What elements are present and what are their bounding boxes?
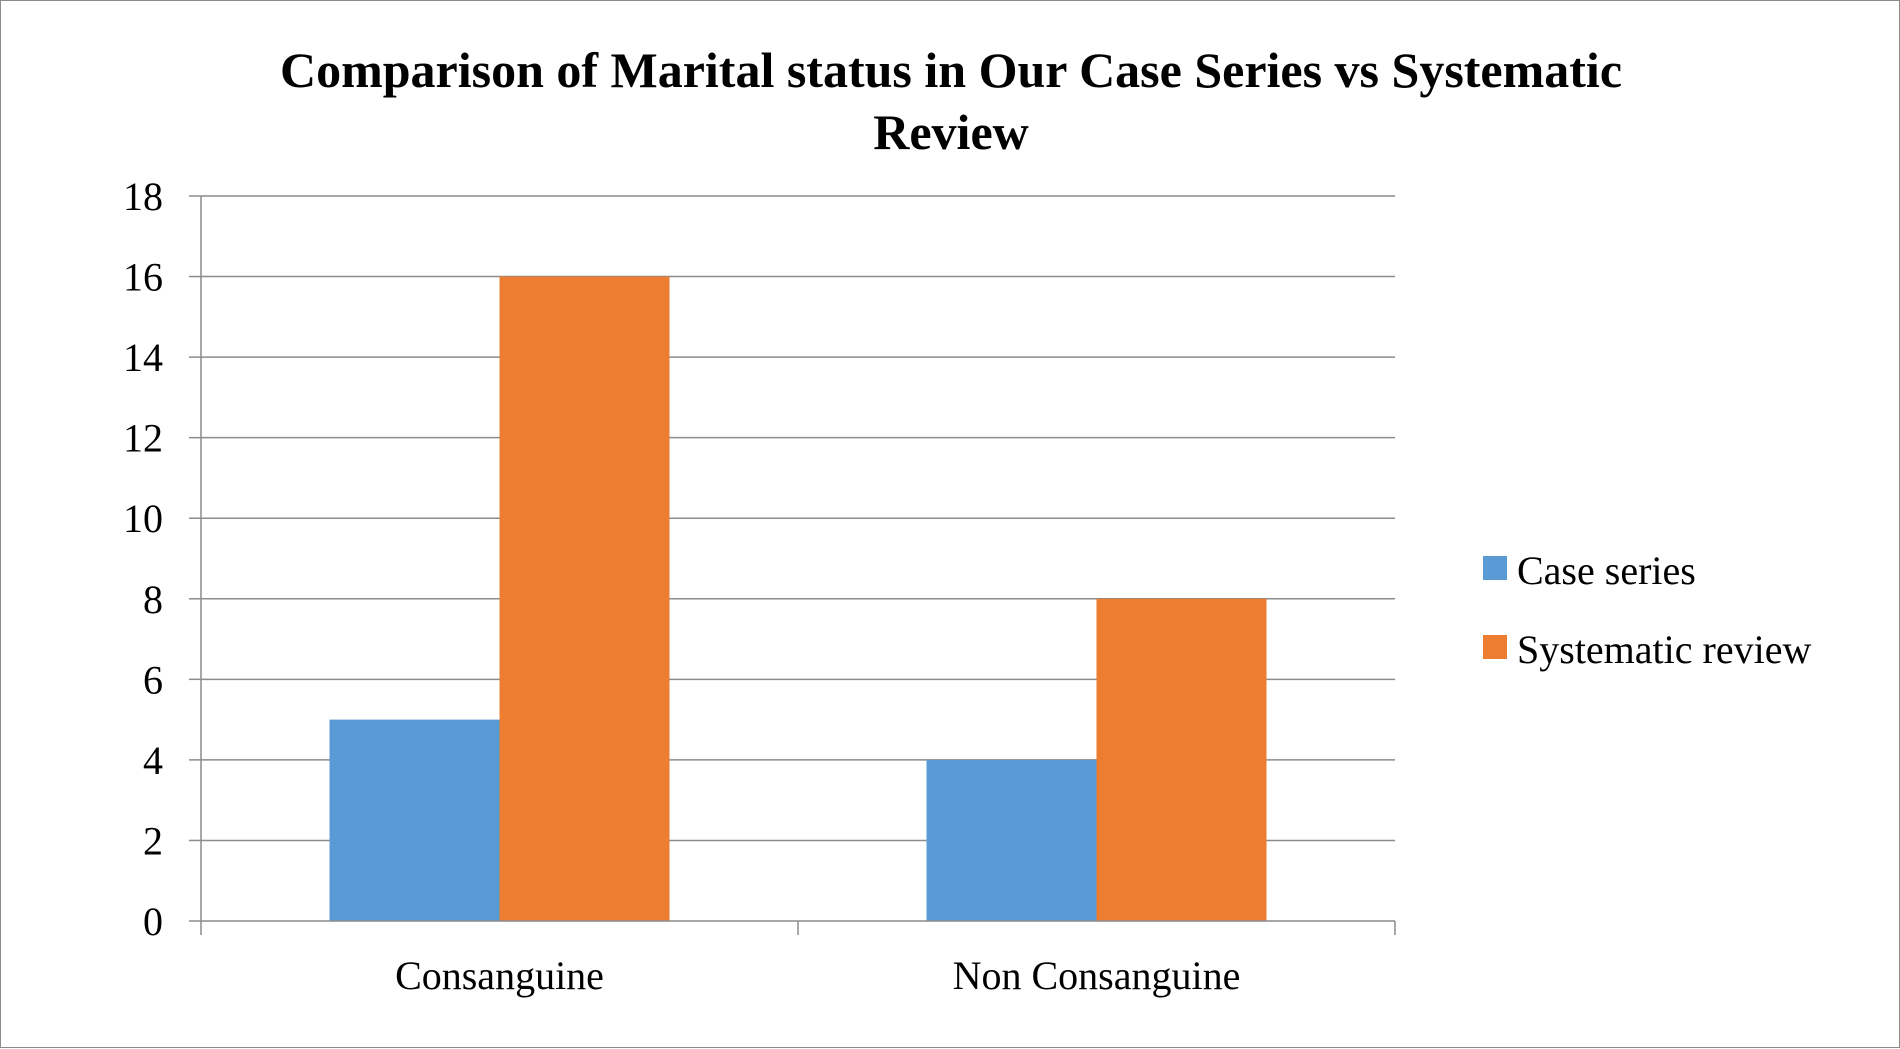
y-tick-label: 12	[123, 416, 163, 461]
y-tick-label: 2	[143, 818, 163, 863]
legend-swatch	[1483, 635, 1507, 659]
y-tick-labels: 0 2 4 6 8 10 12 14 16 18	[123, 174, 163, 944]
y-tick-label: 10	[123, 496, 163, 541]
y-tick-label: 4	[143, 738, 163, 783]
y-tick-label: 18	[123, 174, 163, 219]
chart-title-line-2: Review	[873, 104, 1029, 160]
bar-case-series-non-consanguine	[926, 759, 1097, 921]
bar-systematic-review-consanguine	[499, 276, 670, 921]
legend-label: Case series	[1517, 548, 1696, 593]
y-tick-label: 8	[143, 577, 163, 622]
bar-case-series-consanguine	[329, 719, 500, 921]
legend-label: Systematic review	[1517, 627, 1811, 672]
x-tick-label: Non Consanguine	[953, 953, 1241, 998]
axes	[189, 195, 1396, 935]
y-tick-label: 6	[143, 657, 163, 702]
x-tick-labels: Consanguine Non Consanguine	[395, 953, 1240, 998]
x-tick-label: Consanguine	[395, 953, 604, 998]
legend-swatch	[1483, 556, 1507, 580]
y-tick-label: 0	[143, 899, 163, 944]
bar-systematic-review-non-consanguine	[1096, 598, 1267, 921]
chart-title-line-1: Comparison of Marital status in Our Case…	[280, 42, 1622, 98]
legend: Case series Systematic review	[1483, 548, 1811, 672]
bars	[329, 276, 1267, 921]
y-tick-label: 16	[123, 255, 163, 300]
y-tick-label: 14	[123, 335, 163, 380]
